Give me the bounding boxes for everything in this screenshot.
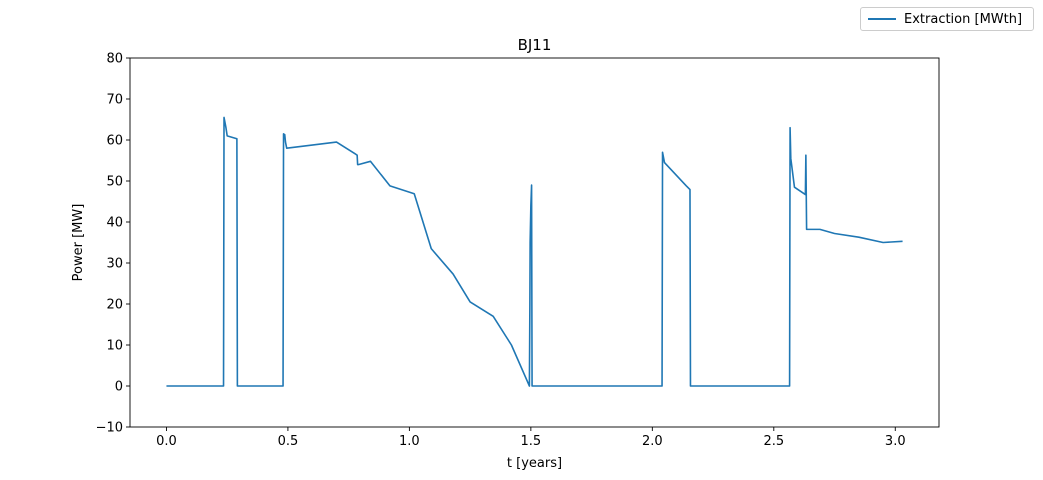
y-tick-label: 70 [106, 93, 123, 108]
series-line-extraction [166, 116, 903, 387]
x-tick-label: 2.5 [763, 434, 784, 449]
plot-area: 0.0 0.5 1.0 1.5 2.0 2.5 3.0 −10 0 10 20 30 40 50 60 70 8… [96, 52, 940, 449]
y-tick-label: 0 [115, 380, 123, 395]
x-tick-label: 0.0 [156, 434, 177, 449]
x-tick-label: 3.0 [885, 434, 906, 449]
y-tick-label: 40 [106, 216, 123, 231]
y-tick-label: 60 [106, 134, 123, 149]
y-tick-label: 80 [106, 52, 123, 67]
y-tick-label: −10 [96, 421, 123, 436]
chart-title: BJ11 [518, 36, 552, 54]
y-tick-label: 50 [106, 175, 123, 190]
legend: Extraction [MWth] [860, 7, 1034, 31]
y-tick-label: 20 [106, 298, 123, 313]
x-tick-label: 1.0 [399, 434, 420, 449]
plot-frame [129, 57, 940, 428]
x-axis-label: t [years] [507, 456, 562, 471]
x-tick-label: 1.5 [521, 434, 542, 449]
y-axis-label: Power [MW] [71, 204, 86, 282]
legend-label-extraction: Extraction [MWth] [904, 11, 1023, 27]
y-tick-label: 10 [106, 339, 123, 354]
x-tick-label: 2.0 [642, 434, 663, 449]
legend-swatch-extraction [868, 18, 896, 20]
x-tick-label: 0.5 [278, 434, 299, 449]
y-tick-label: 30 [106, 257, 123, 272]
